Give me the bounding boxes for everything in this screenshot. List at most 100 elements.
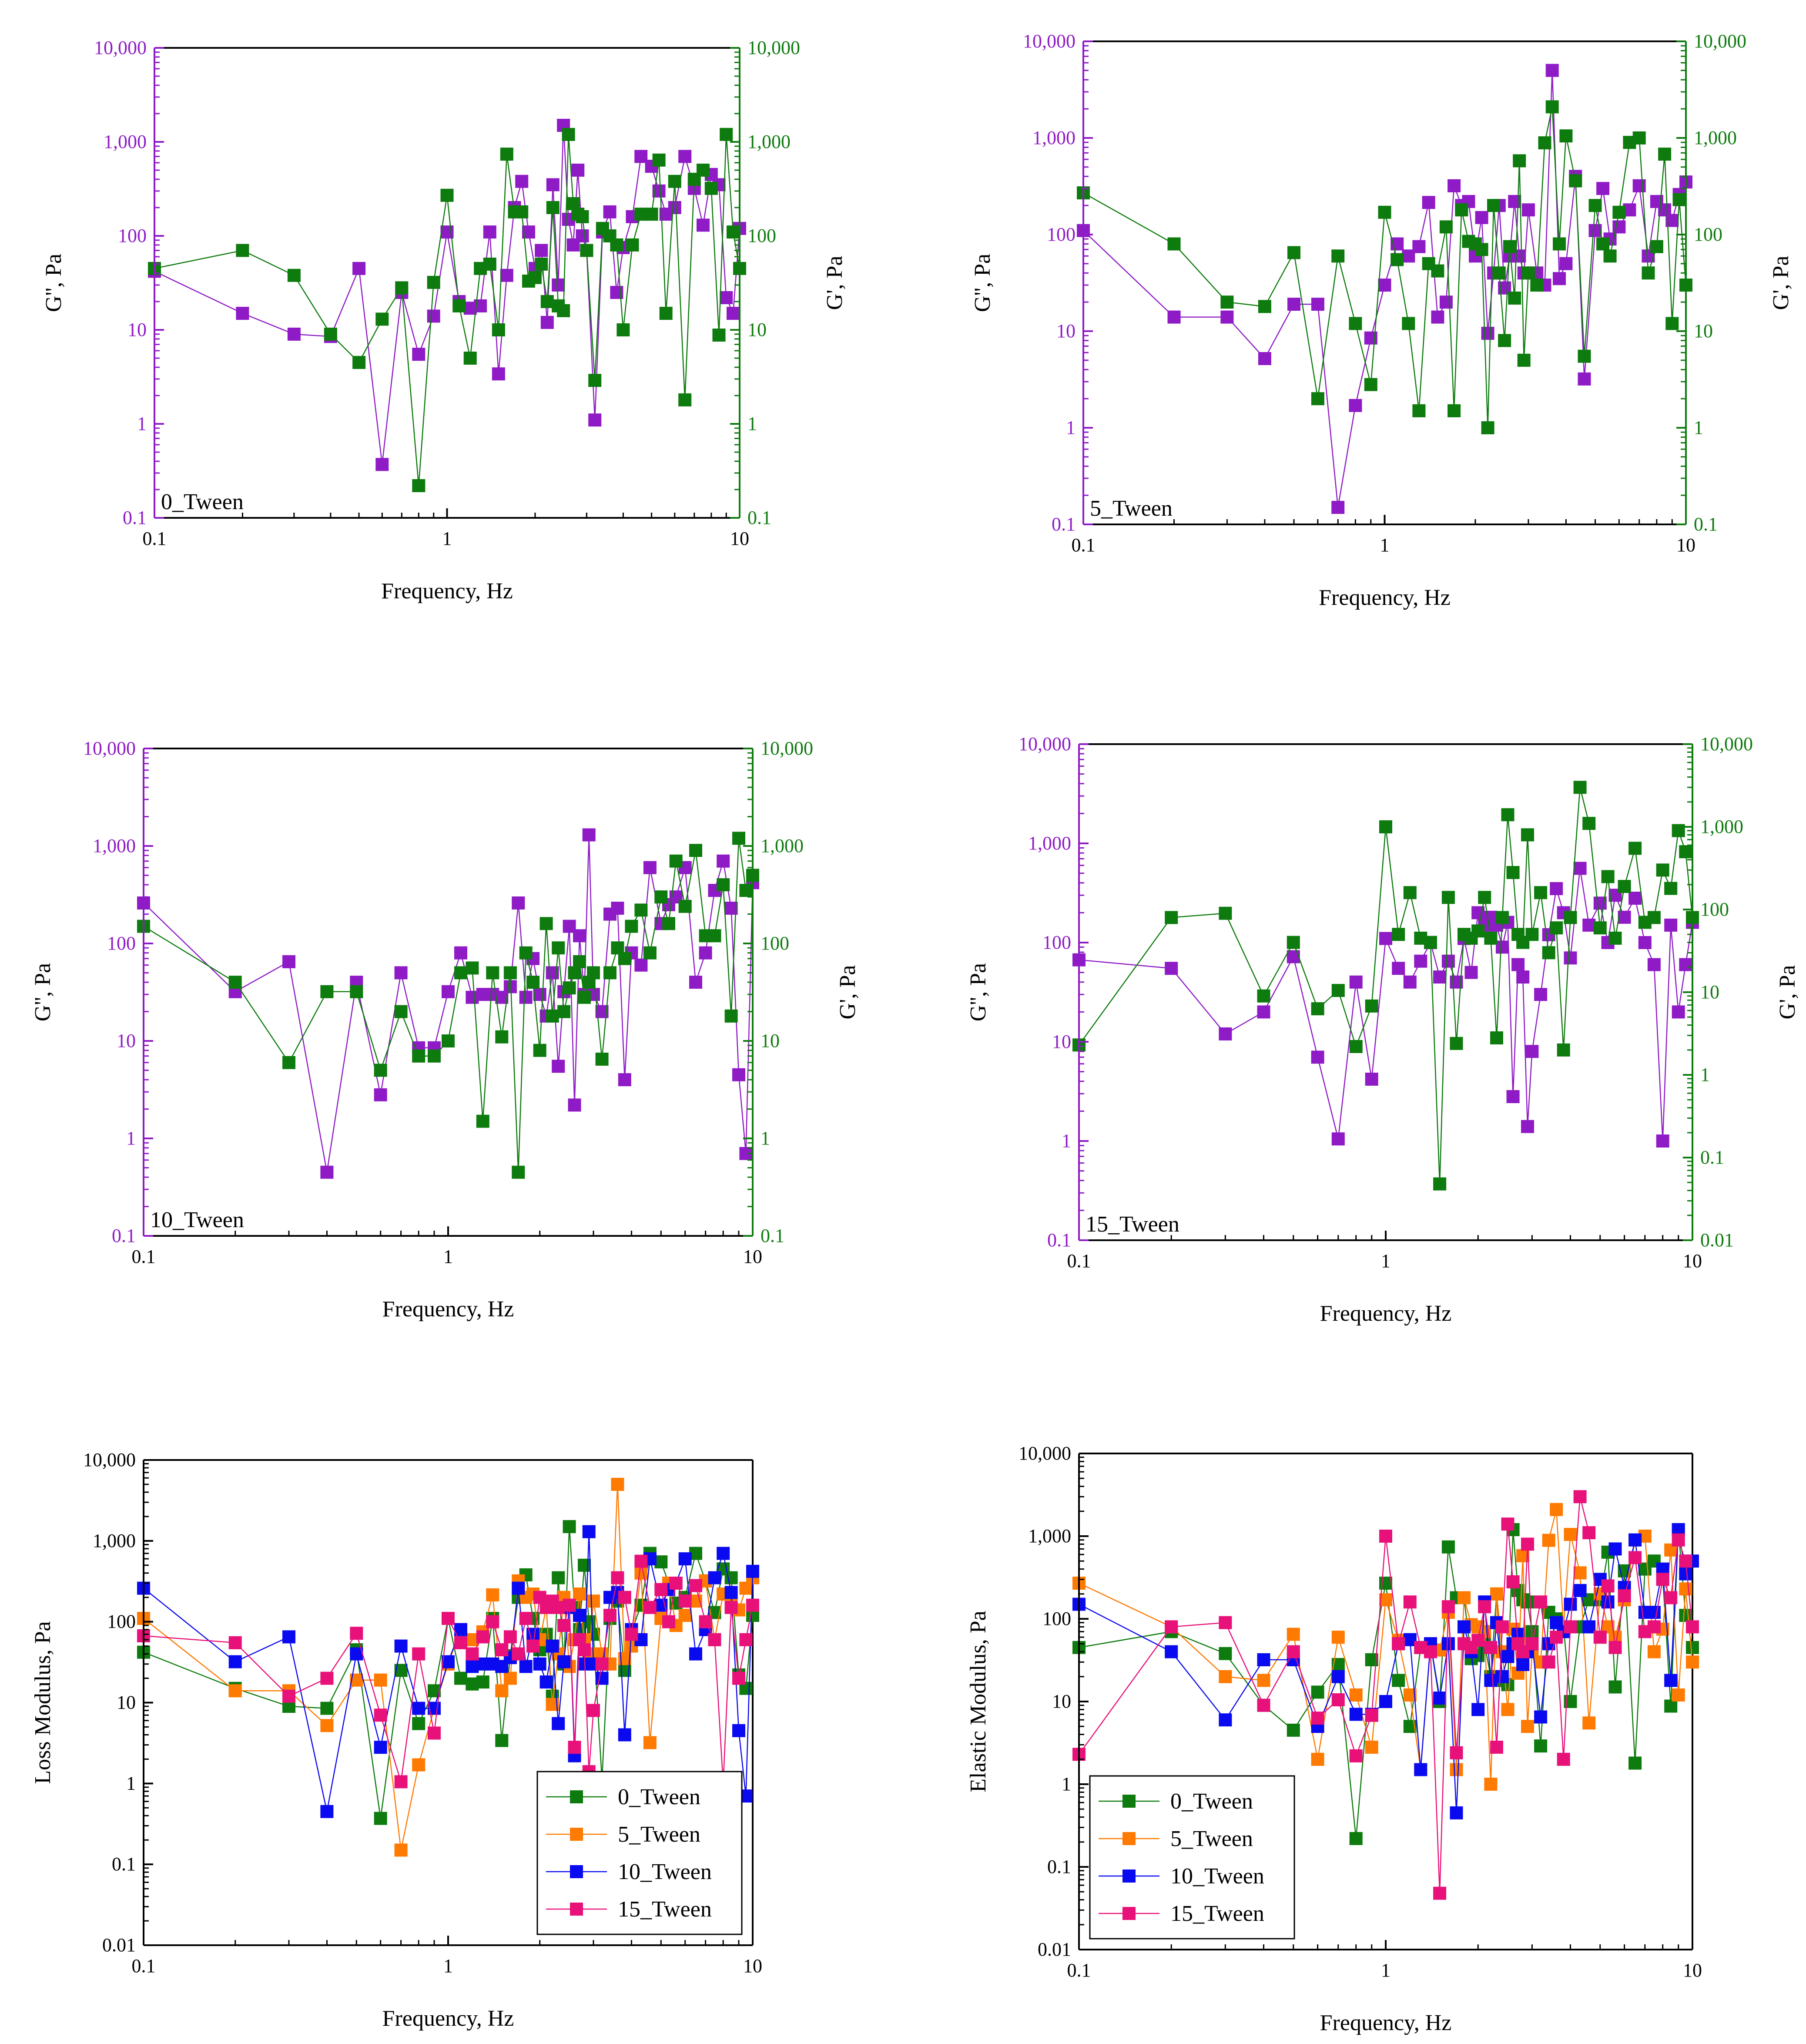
series-green-right-point [739, 884, 753, 897]
series-0-tween-point [1664, 1699, 1678, 1713]
left-y-tick-label: 10 [117, 1692, 136, 1713]
series-magenta-left-point [1632, 179, 1646, 192]
series-green-right-point [236, 244, 249, 257]
x-axis: 0.1 1 10 Frequency, Hz [132, 1936, 762, 2031]
series-green-right-point [374, 1064, 387, 1077]
series-green-right-point [1349, 317, 1362, 330]
legend-label: 15_Tween [1170, 1901, 1264, 1926]
legend-item: 0_Tween [1099, 1789, 1253, 1814]
x-axis: 0.1 1 10 Frequency, Hz [1067, 1231, 1702, 1326]
chart-panel-5-tween: 0.1 1 10 Frequency, Hz 0.1 1 10 100 1,000 10,000 G… [970, 30, 1793, 610]
left-y-axis: 0.01 0.1 1 10 100 1,000 10,000 Loss Modulus, Pa [30, 1449, 153, 1956]
series-magenta-left-point [643, 861, 657, 874]
series-green-right-point [512, 1165, 525, 1179]
legend-label: 10_Tween [1170, 1864, 1264, 1889]
series-green-right-point [452, 299, 466, 312]
series-magenta-left-point [1378, 279, 1391, 292]
series-15-tween-point [1349, 1749, 1363, 1762]
series-green-right-point [486, 966, 499, 980]
x-tick-label: 1 [1381, 1250, 1391, 1272]
series-0-tween-point [1219, 1647, 1232, 1660]
left-y-tick-label: 100 [118, 225, 147, 246]
legend-item: 0_Tween [546, 1785, 700, 1809]
series-magenta-left-point [1564, 951, 1577, 965]
right-y-axis: 0.01 0.1 1 10 100 1,000 10,000 G', Pa [1683, 733, 1800, 1251]
series-magenta-left-point [668, 201, 681, 214]
series-magenta-left-point [442, 985, 455, 998]
series-magenta-left-point [1165, 962, 1178, 975]
series-green-right-point [1455, 203, 1468, 217]
series-green-right-point [626, 238, 639, 252]
series-magenta-left-point [1582, 918, 1596, 932]
left-y-tick-label: 1,000 [93, 835, 136, 856]
series-10-tween-point [1484, 1674, 1498, 1687]
series-magenta-left-point [571, 164, 585, 177]
series-green-right-point [528, 271, 542, 284]
legend: 0_Tween 5_Tween 10_Tween 15_Tween [536, 1771, 743, 1935]
right-y-tick-label: 10,000 [1694, 30, 1746, 52]
series-magenta-left-point [1679, 958, 1692, 971]
series-15-tween-point [1450, 1746, 1463, 1759]
series-green-right-point [1439, 220, 1453, 234]
left-y-tick-label: 10,000 [83, 738, 136, 759]
series-green-right-point [1378, 205, 1391, 219]
series-10-tween-point [732, 1724, 745, 1737]
series-15-tween-point [587, 1704, 600, 1717]
left-y-axis: 0.1 1 10 100 1,000 10,000 G'', Pa [41, 37, 164, 528]
series-5-tween-point [1365, 1741, 1378, 1754]
series-15-tween-point [1550, 1631, 1563, 1644]
series-green-right-point [1665, 317, 1679, 330]
plot-area [137, 1477, 759, 1857]
series-15-tween-point [699, 1615, 712, 1628]
right-y-tick-label: 100 [1694, 224, 1722, 245]
series-5-tween-point [1550, 1503, 1563, 1516]
right-y-tick-label: 10 [1694, 320, 1713, 342]
series-15-tween-point [466, 1647, 479, 1661]
series-15-tween-point [442, 1612, 455, 1625]
series-magenta-left-point [1508, 195, 1521, 208]
series-10-tween-point [1534, 1710, 1548, 1724]
series-15-tween-point [1257, 1698, 1270, 1712]
series-10-tween-point [1564, 1598, 1577, 1611]
x-tick-label: 0.1 [132, 1246, 156, 1267]
right-y-tick-label: 10,000 [747, 37, 800, 58]
series-magenta-left-point [454, 946, 467, 960]
x-axis-label: Frequency, Hz [382, 1297, 514, 1322]
series-green-right-point [1538, 136, 1551, 150]
left-y-tick-label: 1,000 [93, 1530, 136, 1551]
series-green-right-point [689, 844, 702, 857]
series-green-right-point [492, 323, 505, 336]
legend-item: 5_Tween [546, 1822, 700, 1847]
legend-swatch-marker [1122, 1832, 1136, 1845]
series-magenta-left-point [1349, 399, 1362, 412]
series-green-right-point [500, 148, 513, 161]
series-magenta-left-point [1287, 950, 1300, 963]
series-10-tween-point [1628, 1533, 1642, 1547]
left-y-axis-label: G'', Pa [41, 254, 66, 312]
left-y-tick-label: 10,000 [1019, 733, 1071, 755]
series-10-tween-point [1679, 1567, 1692, 1581]
left-y-tick-label: 10 [1052, 1691, 1071, 1712]
series-15-tween-point [1679, 1554, 1692, 1568]
series-0-tween-point [552, 1571, 565, 1584]
series-green-right-point [712, 329, 726, 342]
series-green-right-point [1490, 1031, 1503, 1044]
series-green-right-point [717, 878, 730, 892]
series-magenta-left-point [1534, 988, 1548, 1001]
series-10-tween-point [1165, 1645, 1178, 1658]
series-green-right-point [1534, 886, 1548, 899]
series-magenta-left-point [1379, 932, 1392, 945]
series-magenta-left [1072, 862, 1699, 1148]
series-green-right-point [625, 920, 638, 933]
series-5-tween-point [1679, 1582, 1692, 1596]
series-10-tween-point [228, 1655, 242, 1668]
series-magenta-left-point [568, 1098, 581, 1112]
series-15-tween-point [1506, 1575, 1520, 1588]
series-magenta-left-point [1311, 1051, 1324, 1064]
legend-label: 0_Tween [618, 1785, 700, 1809]
series-15-tween-point [320, 1671, 334, 1685]
series-magenta-left-point [1672, 1005, 1685, 1019]
legend-label: 5_Tween [1170, 1826, 1253, 1851]
y-axis-label: Elastic Modulus, Pa [966, 1611, 991, 1792]
series-5-tween-point [1672, 1688, 1685, 1702]
